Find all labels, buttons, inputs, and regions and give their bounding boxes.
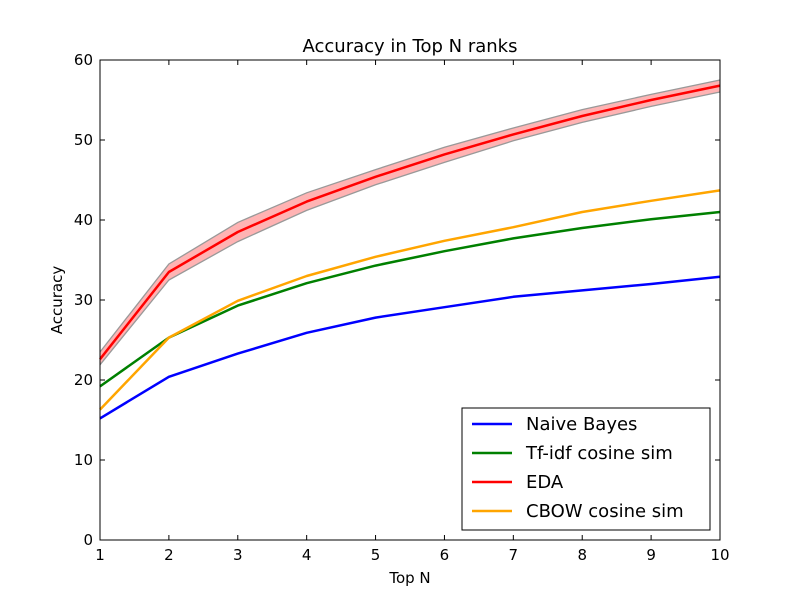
x-tick-label: 5 [371,546,381,564]
series-line-2 [99,84,721,360]
x-tick-label: 7 [509,546,519,564]
x-tick-label: 4 [302,546,312,564]
y-tick-label: 0 [83,531,93,549]
legend-frame [461,407,711,531]
legend-label-2: EDA [526,472,564,493]
y-axis-label: Accuracy [48,266,66,335]
series-line-3 [99,189,721,411]
axis-tick-layer: 1 2 3 4 5 6 7 8 9 10 0 10 20 30 40 50 60 [74,51,730,564]
y-tick-label: 40 [74,211,93,229]
y-tick-label: 50 [74,131,93,149]
x-tick-label: 8 [577,546,587,564]
x-tick-label: 2 [164,546,174,564]
legend-label-1: Tf-idf cosine sim [525,443,673,464]
y-tick-label: 10 [74,451,93,469]
x-tick-label: 1 [95,546,105,564]
series-line-0 [99,275,721,420]
legend-label-0: Naive Bayes [526,414,637,435]
x-tick-label: 10 [710,546,729,564]
y-tick-label: 30 [74,291,93,309]
confidence-band-layer [99,79,721,366]
series-line-layer [99,84,721,420]
x-tick-label: 3 [233,546,243,564]
legend-label-3: CBOW cosine sim [526,501,684,522]
chart-title: Accuracy in Top N ranks [303,36,518,57]
x-axis-label: Top N [388,569,430,587]
band-upper-edge-2 [99,79,721,353]
y-tick-label: 20 [74,371,93,389]
band-lower-edge-2 [99,91,721,366]
y-tick-label: 60 [74,51,93,69]
series-line-1 [99,210,721,388]
legend: Naive Bayes Tf-idf cosine sim EDA CBOW cosi… [461,407,711,531]
x-tick-label: 9 [646,546,656,564]
x-tick-label: 6 [440,546,450,564]
